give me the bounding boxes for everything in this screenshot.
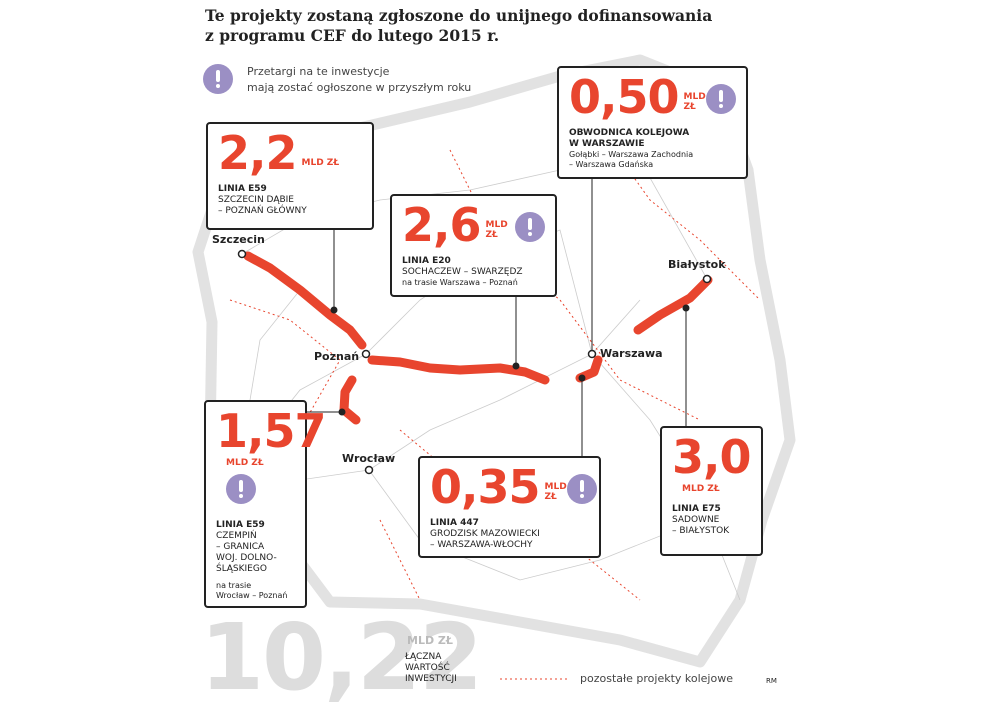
- title-line: z programu CEF do lutego 2015 r.: [205, 26, 500, 45]
- project-value: 1,57: [216, 404, 326, 458]
- project-note: Gołąbki – Warszawa Zachodnia: [569, 150, 694, 159]
- tender-icon: [515, 212, 545, 242]
- project-route: SADOWNE: [672, 515, 720, 525]
- city-label: Poznań: [314, 350, 360, 363]
- total-label-line: WARTOŚĆ: [405, 663, 450, 673]
- legend-line: Przetargi na te inwestycje: [247, 65, 390, 78]
- project-box: 1,57 MLD ZŁ LINIA E59 CZEMPIŃ – GRANICA WOJ. …: [204, 400, 326, 608]
- project-title: W WARSZAWIE: [569, 139, 645, 149]
- tender-icon: [203, 64, 233, 94]
- total-value: 10,22: [200, 604, 483, 711]
- project-route: – GRANICA: [216, 542, 265, 552]
- city-label: Warszawa: [600, 347, 663, 360]
- route: [339, 375, 361, 425]
- project-box: 3,0 MLD ZŁ LINIA E75 SADOWNE – BIAŁYSTOK: [660, 426, 763, 556]
- project-value: 3,0: [672, 430, 751, 484]
- project-unit: MLD ZŁ: [301, 158, 340, 168]
- tender-icon: [226, 474, 256, 504]
- legend-line: mają zostać ogłoszone w przyszłym roku: [247, 81, 472, 94]
- project-unit: MLD ZŁ: [226, 458, 264, 468]
- project-value: 2,2: [218, 126, 297, 180]
- project-route: SZCZECIN DĄBIE: [218, 195, 294, 205]
- project-title: LINIA E20: [402, 256, 451, 266]
- project-head: 0,50 MLD ZŁ: [569, 72, 736, 122]
- project-unit: MLD ZŁ: [485, 220, 508, 240]
- tender-icon: [566, 474, 597, 504]
- total-unit: MLD ZŁ: [407, 634, 453, 647]
- total-label: ŁĄCZNA WARTOŚĆ INWESTYCJI: [405, 652, 457, 685]
- project-head: 1,57 MLD ZŁ: [216, 406, 326, 514]
- route: [633, 275, 713, 335]
- project-note: na trasie: [216, 581, 252, 590]
- project-title: LINIA E59: [216, 520, 265, 530]
- project-route: – BIAŁYSTOK: [672, 526, 730, 536]
- project-title: LINIA 447: [430, 518, 479, 528]
- route: [243, 251, 367, 350]
- project-value: 0,50: [569, 70, 679, 124]
- project-box: 2,6 MLD ZŁ LINIA E20 SOCHACZEW – SWARZĘDZ na…: [390, 194, 557, 297]
- city-label: Wrocław: [342, 452, 396, 465]
- project-box: 2,2 MLD ZŁ LINIA E59 SZCZECIN DĄBIE – POZNAŃ…: [206, 122, 374, 230]
- title: Te projekty zostaną zgłoszone do unijneg…: [205, 6, 712, 46]
- project-head: 2,2 MLD ZŁ: [218, 128, 362, 178]
- project-route: SOCHACZEW – SWARZĘDZ: [402, 267, 523, 277]
- project-unit: MLD ZŁ: [683, 92, 706, 112]
- project-unit: MLD ZŁ: [544, 482, 567, 502]
- total-label-line: INWESTYCJI: [405, 674, 457, 684]
- project-head: 2,6 MLD ZŁ: [402, 200, 545, 250]
- project-value: 0,35: [430, 460, 540, 514]
- project-unit: MLD ZŁ: [682, 484, 720, 494]
- city-markers: [237, 249, 712, 475]
- project-note: – Warszawa Gdańska: [569, 160, 654, 169]
- leaders: [306, 178, 690, 456]
- project-box: 0,35 MLD ZŁ LINIA 447 GRODZISK MAZOWIECKI – …: [418, 456, 601, 558]
- project-route: ŚLĄSKIEGO: [216, 564, 267, 574]
- city-label: Szczecin: [212, 233, 265, 246]
- project-route: – WARSZAWA-WŁOCHY: [430, 540, 533, 550]
- route: [367, 355, 550, 385]
- city-label: Białystok: [668, 258, 726, 271]
- project-note: na trasie Warszawa – Poznań: [402, 278, 518, 287]
- total-label-line: ŁĄCZNA: [405, 652, 442, 662]
- project-title: LINIA E75: [672, 504, 721, 514]
- other-legend: pozostałe projekty kolejowe: [580, 672, 733, 685]
- project-route: – POZNAŃ GŁÓWNY: [218, 206, 307, 216]
- project-title: LINIA E59: [218, 184, 267, 194]
- tender-legend: Przetargi na te inwestycje mają zostać o…: [247, 64, 471, 96]
- project-head: 3,0 MLD ZŁ: [672, 432, 751, 498]
- project-route: GRODZISK MAZOWIECKI: [430, 529, 540, 539]
- project-note: Wrocław – Poznań: [216, 591, 288, 600]
- project-route: WOJ. DOLNO-: [216, 553, 277, 563]
- other-projects: [229, 129, 761, 601]
- project-title: OBWODNICA KOLEJOWA: [569, 128, 690, 138]
- credit: RM: [766, 677, 777, 685]
- tender-icon: [706, 84, 736, 114]
- project-box: 0,50 MLD ZŁ OBWODNICA KOLEJOWA W WARSZAWIE G…: [557, 66, 748, 179]
- project-value: 2,6: [402, 198, 481, 252]
- project-route: CZEMPIŃ: [216, 531, 257, 541]
- routes: [243, 251, 713, 425]
- title-line: Te projekty zostaną zgłoszone do unijneg…: [205, 6, 713, 25]
- project-head: 0,35 MLD ZŁ: [430, 460, 597, 514]
